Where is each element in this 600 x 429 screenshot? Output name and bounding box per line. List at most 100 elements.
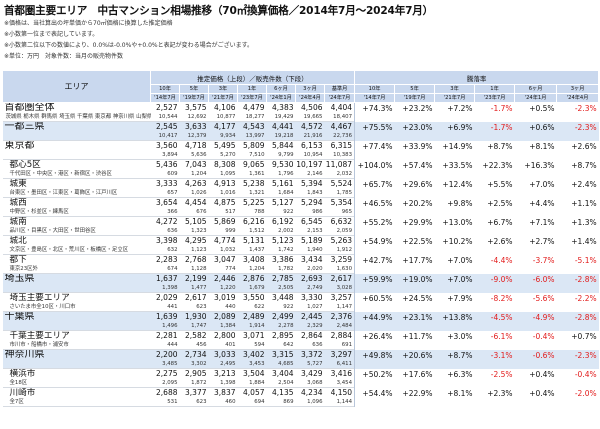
change-cell: -4.4% (490, 255, 513, 265)
count-cell: 1,872 (179, 379, 209, 388)
price-cell: 4,572 (295, 121, 325, 132)
price-group-header: 推定価格（上段）／販売件数（下段） (149, 70, 356, 85)
count-cell: 12,692 (179, 113, 209, 122)
table-row-counts: 台東区・墨田区・江東区・葛飾区・江戸川区 657 1,026 1,016 1,321 1,… (2, 189, 599, 198)
price-cell: 5,436 (156, 160, 178, 169)
area-subtitle: 千代田区・中央区・港区・新宿区・渋谷区 (2, 170, 151, 179)
table-row: 千葉主要エリア 2,281 2,582 2,800 3,071 2,895 2,864 2,8… (3, 330, 599, 350)
price-cell: 3,047 (214, 255, 236, 264)
count-cell: 440 (208, 303, 238, 312)
area-name: 千葉県 (4, 311, 35, 322)
area-subtitle: 全18区 (2, 379, 151, 388)
count-cell: 1,147 (324, 303, 355, 312)
table-row-counts: 千代田区・中央区・港区・新宿区・渋谷区 609 1,204 1,095 1,361 1,7… (2, 170, 599, 179)
count-cell: 1,123 (179, 246, 209, 255)
price-cell: 6,632 (330, 217, 353, 226)
count-cell: 2,749 (295, 284, 325, 293)
price-cell: 4,913 (214, 179, 236, 188)
price-cell: 2,693 (295, 273, 325, 284)
count-cell: 19,429 (266, 113, 296, 122)
count-cell: 3,302 (179, 360, 209, 369)
count-cell: 965 (324, 208, 355, 217)
count-cell: 642 (266, 341, 296, 350)
change-period-header: 5年 (394, 84, 436, 94)
price-period-header: 10年 (150, 84, 180, 94)
count-cell: 22,736 (324, 132, 355, 141)
count-cell: 1,027 (295, 303, 325, 312)
count-cell: 636 (150, 227, 180, 236)
count-cell: 2,146 (295, 170, 325, 179)
price-cell: 3,259 (330, 255, 353, 264)
count-cell: 1,323 (179, 227, 209, 236)
count-cell: 1,384 (208, 322, 238, 331)
change-cell: +77.4% (354, 140, 395, 160)
change-cell: -0.6% (514, 349, 557, 369)
change-cell: +2.4% (571, 179, 597, 189)
change-cell: +7.1% (529, 217, 555, 227)
change-cell: -2.3% (556, 349, 599, 369)
price-cell: 3,429 (301, 369, 323, 378)
count-cell: 10,383 (324, 151, 355, 160)
count-cell: 623 (179, 398, 209, 407)
price-cell: 3,213 (214, 369, 236, 378)
change-cell: +49.8% (354, 349, 395, 369)
price-cell: 3,019 (214, 293, 236, 302)
change-cell: -2.3% (574, 104, 597, 113)
price-month-header: '24年1月 (266, 93, 296, 103)
count-cell: 21,916 (295, 132, 325, 141)
change-cell: -2.3% (556, 121, 599, 141)
count-cell: 1,742 (266, 246, 296, 255)
count-cell: 1,398 (208, 379, 238, 388)
table-row: 横浜市 2,275 2,905 3,213 3,504 3,404 3,429 3,416 +5… (3, 368, 599, 388)
market-table: エリア 推定価格（上段）／販売件数（下段） 騰落率 10年 5年 3年 1年 6ヶ月 3ヶ… (2, 70, 600, 407)
price-cell: 2,489 (237, 311, 267, 322)
price-period-header: 1年 (237, 84, 267, 94)
table-row-counts: さいたま市全10区・川口市 441 623 440 622 922 1,027 1,147 (2, 303, 599, 312)
price-cell: 2,089 (208, 311, 238, 322)
count-cell: 1,630 (324, 265, 355, 274)
change-cell: -6.1% (490, 331, 513, 341)
price-cell: 5,105 (185, 217, 207, 226)
change-cell: +20.6% (394, 349, 435, 369)
area-name: 川崎市 (9, 388, 36, 398)
price-cell: 5,189 (301, 236, 323, 245)
table-row: 千葉県 1,639 1,930 2,089 2,489 2,499 2,445 2,376 +4… (2, 311, 599, 331)
change-cell: +6.7% (487, 217, 513, 227)
change-cell: -2.2% (574, 293, 597, 303)
table-row-counts: 3,485 3,302 2,495 3,453 4,685 5,727 6,411 (2, 360, 599, 369)
area-name: 城南 (9, 217, 27, 227)
change-cell: +0.7% (571, 331, 597, 341)
change-cell: -8.2% (490, 293, 513, 303)
change-cell: -2.5% (490, 369, 513, 379)
price-cell: 5,495 (214, 141, 236, 150)
price-cell: 3,550 (243, 293, 265, 302)
table-row-counts: 1,496 1,747 1,384 1,914 2,278 2,329 2,484 (2, 322, 599, 331)
count-cell: 4,685 (266, 360, 296, 369)
change-month-header: '23年7月 (474, 93, 516, 103)
count-cell: 2,002 (266, 227, 296, 236)
count-cell: 10,954 (295, 151, 325, 160)
count-cell: 517 (208, 208, 238, 217)
area-subtitle: 市川市・船橋市・浦安市 (2, 341, 151, 350)
change-cell: +10.2% (442, 236, 473, 246)
count-cell: 366 (150, 208, 180, 217)
area-subtitle: 台東区・墨田区・江東区・葛飾区・江戸川区 (2, 189, 151, 198)
area-name: 埼玉主要エリア (9, 293, 70, 303)
price-cell: 5,524 (330, 179, 353, 188)
change-cell: +0.4% (529, 388, 555, 398)
price-cell: 4,150 (330, 388, 353, 397)
count-cell: 12,379 (179, 132, 209, 141)
count-cell: 3,894 (150, 151, 180, 160)
count-cell: 1,843 (295, 189, 325, 198)
count-cell: 401 (208, 341, 238, 350)
change-cell: +8.7% (434, 349, 475, 369)
count-cell: 1,437 (237, 246, 267, 255)
count-cell: 441 (150, 303, 180, 312)
count-cell: 10,417 (150, 132, 180, 141)
change-cell: +20.2% (402, 198, 433, 208)
price-cell: 2,281 (156, 331, 178, 340)
change-cell: -3.7% (532, 255, 555, 265)
change-cell: +1.3% (571, 217, 597, 227)
change-month-header: '19年7月 (394, 93, 436, 103)
count-cell: 1,747 (179, 322, 209, 331)
